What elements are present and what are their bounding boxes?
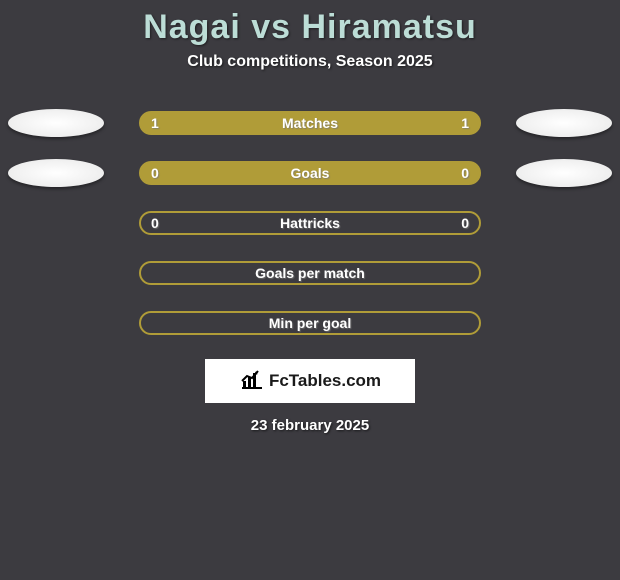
subtitle: Club competitions, Season 2025: [0, 53, 620, 71]
stat-row-goals: 0 Goals 0: [0, 159, 620, 187]
stat-bar-hattricks: 0 Hattricks 0: [139, 211, 481, 235]
stat-left-value: 1: [151, 115, 169, 131]
player-left-photo-placeholder: [8, 109, 104, 137]
stat-label: Min per goal: [169, 315, 451, 331]
stat-right-value: 1: [451, 115, 469, 131]
stat-row-hattricks: 0 Hattricks 0: [0, 209, 620, 237]
stat-label: Matches: [169, 115, 451, 131]
bar-chart-icon: [239, 367, 263, 396]
stat-left-value: 0: [151, 165, 169, 181]
stat-row-min-per-goal: Min per goal: [0, 309, 620, 337]
stat-right-value: 0: [451, 165, 469, 181]
stat-bar-matches: 1 Matches 1: [139, 111, 481, 135]
site-name: FcTables.com: [269, 371, 381, 391]
footer-date: 23 february 2025: [0, 417, 620, 434]
player-right-photo-placeholder: [516, 159, 612, 187]
branding-row: FcTables.com: [0, 359, 620, 403]
stat-left-value: 0: [151, 215, 169, 231]
comparison-card: Nagai vs Hiramatsu Club competitions, Se…: [0, 0, 620, 434]
stat-row-matches: 1 Matches 1: [0, 109, 620, 137]
stat-row-goals-per-match: Goals per match: [0, 259, 620, 287]
stat-right-value: 0: [451, 215, 469, 231]
stat-label: Hattricks: [169, 215, 451, 231]
player-left-photo-placeholder: [8, 159, 104, 187]
stat-bar-goals-per-match: Goals per match: [139, 261, 481, 285]
player-right-photo-placeholder: [516, 109, 612, 137]
page-title: Nagai vs Hiramatsu: [0, 8, 620, 47]
stat-label: Goals per match: [169, 265, 451, 281]
stat-bar-goals: 0 Goals 0: [139, 161, 481, 185]
stat-bar-min-per-goal: Min per goal: [139, 311, 481, 335]
stat-label: Goals: [169, 165, 451, 181]
site-logo[interactable]: FcTables.com: [205, 359, 415, 403]
